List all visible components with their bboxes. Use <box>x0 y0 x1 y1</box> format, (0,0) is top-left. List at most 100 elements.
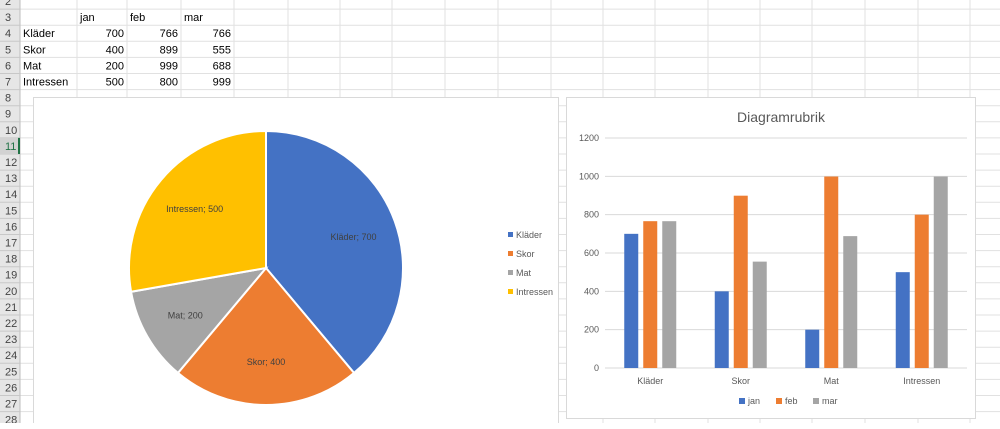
row-header-24[interactable]: 24 <box>5 350 17 362</box>
row-header-19[interactable]: 19 <box>5 270 17 282</box>
row-header-27[interactable]: 27 <box>5 399 17 411</box>
bar-feb-skor[interactable] <box>733 195 748 368</box>
row-header-13[interactable]: 13 <box>5 173 17 185</box>
bar-legend[interactable]: jan feb mar <box>739 396 838 406</box>
pie-slice-skor[interactable] <box>176 266 356 406</box>
row-header-15[interactable]: 15 <box>5 205 17 217</box>
row-header-6[interactable]: 6 <box>5 60 11 72</box>
y-tick-label: 1000 <box>579 171 599 181</box>
value-cell[interactable]: 555 <box>213 44 231 56</box>
bar-chart-container[interactable]: Diagramrubrik 0 200 400 600 800 1000 1200 Kläd… <box>566 97 976 419</box>
legend-item-mat[interactable]: Mat <box>516 268 532 278</box>
value-cell[interactable]: 688 <box>213 60 231 72</box>
bar-feb-intressen[interactable] <box>914 214 929 368</box>
legend-swatch <box>508 232 513 237</box>
bar-feb-mat[interactable] <box>824 176 839 368</box>
value-cell[interactable]: 700 <box>106 28 124 40</box>
bar-jan-kläder[interactable] <box>624 233 639 368</box>
bar-series <box>624 176 948 368</box>
legend-item-intressen[interactable]: Intressen <box>516 287 553 297</box>
legend-swatch <box>508 289 513 294</box>
row-header-16[interactable]: 16 <box>5 221 17 233</box>
row-header-5[interactable]: 5 <box>5 44 11 56</box>
value-cell[interactable]: 500 <box>106 77 124 89</box>
legend-swatch <box>776 398 782 404</box>
y-tick-label: 0 <box>594 363 599 373</box>
pie-data-label: Intressen; 500 <box>166 204 223 214</box>
row-header-7[interactable]: 7 <box>5 77 11 89</box>
row-label-cell[interactable]: Intressen <box>23 77 68 89</box>
y-tick-label: 400 <box>584 286 599 296</box>
pie-legend[interactable]: Kläder Skor Mat Intressen <box>508 230 553 297</box>
row-label-cell[interactable]: Kläder <box>23 28 55 40</box>
row-header-3[interactable]: 3 <box>5 12 11 24</box>
legend-swatch <box>813 398 819 404</box>
row-header-26[interactable]: 26 <box>5 382 17 394</box>
value-cell[interactable]: 999 <box>160 60 178 72</box>
row-header-9[interactable]: 9 <box>5 109 11 121</box>
pie-slices <box>128 129 404 406</box>
row-header-20[interactable]: 20 <box>5 286 17 298</box>
legend-swatch <box>508 270 513 275</box>
y-tick-label: 200 <box>584 325 599 335</box>
row-headers[interactable]: 2345678910111213141516171819202122232425… <box>0 0 20 423</box>
x-tick-label: Mat <box>824 376 840 386</box>
x-tick-label: Intressen <box>903 376 940 386</box>
bar-feb-kläder[interactable] <box>643 221 658 368</box>
row-header-14[interactable]: 14 <box>5 189 17 201</box>
value-cell[interactable]: 766 <box>160 28 178 40</box>
column-header-jan[interactable]: jan <box>79 12 95 24</box>
bar-chart[interactable]: Diagramrubrik 0 200 400 600 800 1000 1200 Kläd… <box>567 98 977 420</box>
legend-swatch <box>739 398 745 404</box>
legend-item-mar[interactable]: mar <box>822 396 838 406</box>
data-table[interactable]: jan feb mar Kläder 700 766 766 Skor 400 899 555 Mat… <box>23 12 231 88</box>
pie-chart[interactable]: Kläder; 700 Skor; 400 Mat; 200 Intressen; 5… <box>34 98 560 424</box>
y-tick-label: 1200 <box>579 133 599 143</box>
y-tick-label: 800 <box>584 210 599 220</box>
row-header-12[interactable]: 12 <box>5 157 17 169</box>
pie-slice-kläder[interactable] <box>265 129 404 375</box>
bar-jan-mat[interactable] <box>805 329 820 368</box>
value-cell[interactable]: 999 <box>213 77 231 89</box>
legend-item-feb[interactable]: feb <box>785 396 798 406</box>
pie-slice-mat[interactable] <box>129 266 269 375</box>
value-cell[interactable]: 899 <box>160 44 178 56</box>
pie-chart-container[interactable]: Kläder; 700 Skor; 400 Mat; 200 Intressen; 5… <box>33 97 559 423</box>
row-header-8[interactable]: 8 <box>5 93 11 105</box>
value-cell[interactable]: 400 <box>106 44 124 56</box>
row-label-cell[interactable]: Mat <box>23 60 41 72</box>
bar-mar-mat[interactable] <box>843 236 858 368</box>
row-header-28[interactable]: 28 <box>5 415 17 423</box>
value-cell[interactable]: 766 <box>213 28 231 40</box>
row-header-17[interactable]: 17 <box>5 238 17 250</box>
bar-y-axis: 0 200 400 600 800 1000 1200 <box>579 133 599 373</box>
bar-jan-intressen[interactable] <box>895 272 910 368</box>
pie-data-label: Mat; 200 <box>168 311 203 321</box>
row-header-23[interactable]: 23 <box>5 334 17 346</box>
value-cell[interactable]: 200 <box>106 60 124 72</box>
row-header-10[interactable]: 10 <box>5 125 17 137</box>
row-header-2[interactable]: 2 <box>5 0 11 8</box>
legend-item-jan[interactable]: jan <box>747 396 760 406</box>
column-header-feb[interactable]: feb <box>130 12 145 24</box>
row-label-cell[interactable]: Skor <box>23 44 46 56</box>
value-cell[interactable]: 800 <box>160 77 178 89</box>
bar-mar-kläder[interactable] <box>662 221 677 368</box>
row-header-11-selected[interactable]: 11 <box>5 141 16 153</box>
pie-slice-intressen[interactable] <box>128 129 267 293</box>
column-header-mar[interactable]: mar <box>184 12 203 24</box>
bar-jan-skor[interactable] <box>714 291 729 368</box>
row-header-21[interactable]: 21 <box>5 302 17 314</box>
row-header-18[interactable]: 18 <box>5 254 17 266</box>
row-header-25[interactable]: 25 <box>5 366 17 378</box>
x-tick-label: Kläder <box>637 376 663 386</box>
row-header-4[interactable]: 4 <box>5 28 11 40</box>
row-header-22[interactable]: 22 <box>5 318 17 330</box>
bar-x-axis: Kläder Skor Mat Intressen <box>637 376 940 386</box>
bar-mar-intressen[interactable] <box>933 176 948 368</box>
legend-item-skor[interactable]: Skor <box>516 249 535 259</box>
legend-item-kläder[interactable]: Kläder <box>516 230 542 240</box>
bar-mar-skor[interactable] <box>752 261 767 368</box>
legend-swatch <box>508 251 513 256</box>
pie-data-label: Kläder; 700 <box>331 232 377 242</box>
